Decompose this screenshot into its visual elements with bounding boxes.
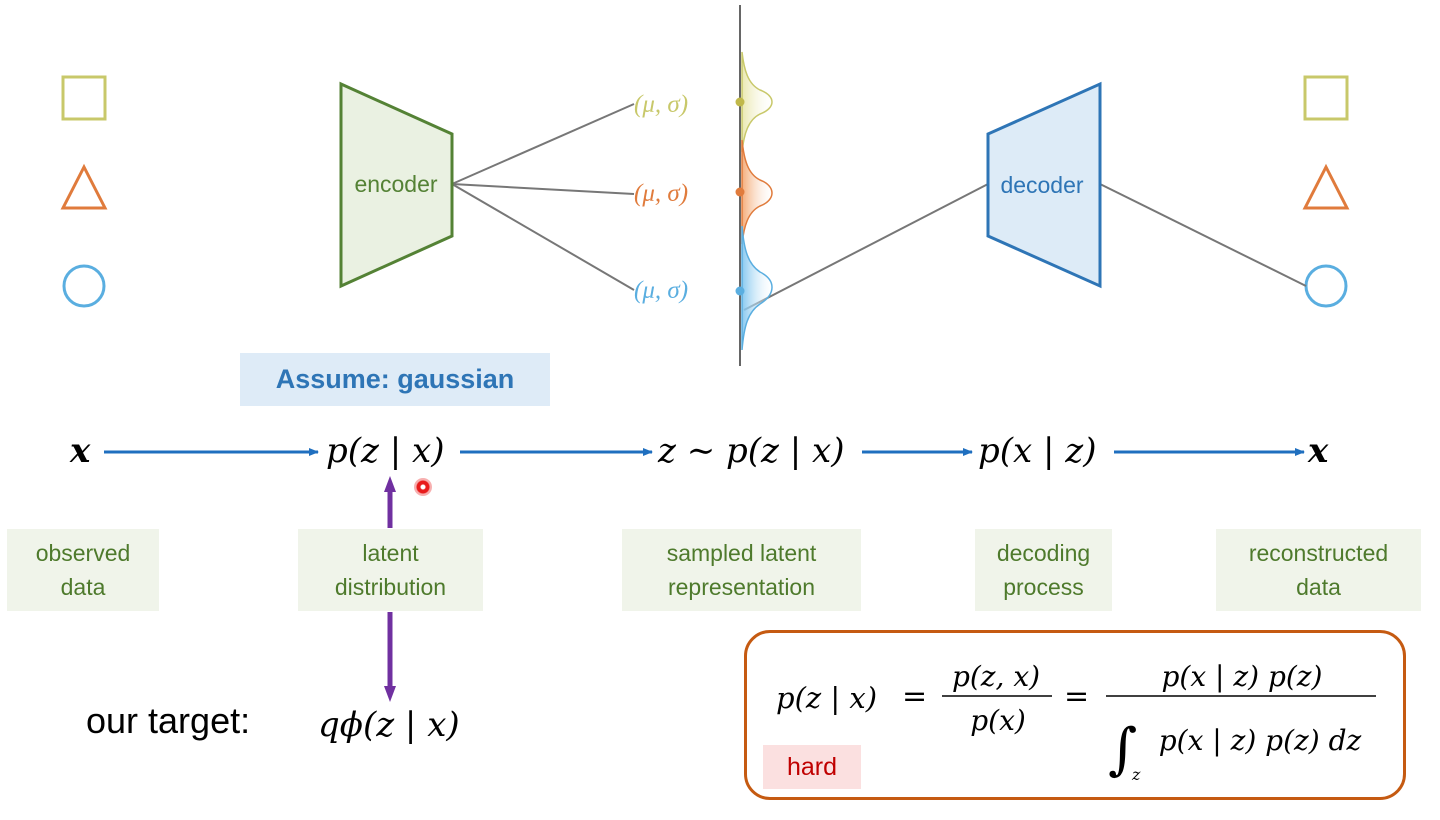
caption-decoding-process: decoding process	[975, 529, 1112, 611]
encoder-block	[339, 81, 454, 289]
formula-frac1-num: p(z, x)	[952, 660, 1040, 693]
caption-reconstructed-data: reconstructed data	[1216, 529, 1421, 611]
decoder-block	[986, 81, 1102, 289]
flow-posterior: p(z | x)	[326, 431, 444, 471]
caption-line: data	[60, 574, 106, 600]
square-icon	[61, 75, 107, 121]
formula-lhs: p(z | x)	[776, 681, 877, 715]
triangle-icon	[60, 163, 108, 210]
formula-frac2-den: p(x | z) p(z) dz	[1159, 724, 1362, 757]
circle-icon	[62, 264, 106, 308]
target-expression: qϕ(z | x)	[318, 705, 460, 745]
caption-line: distribution	[334, 574, 447, 600]
integral-sign: ∫	[1108, 717, 1137, 782]
gaussian-blue	[741, 225, 773, 351]
gaussian-yellow	[741, 51, 773, 153]
flow-sample: z ∼ p(z | x)	[657, 431, 844, 471]
mu-sigma-label-orange: (μ, σ)	[634, 180, 688, 207]
flow-x-output: x	[1307, 431, 1329, 471]
mean-dot-orange	[735, 187, 745, 197]
caption-sampled-latent: sampled latent representation	[622, 529, 861, 611]
formula-equals-1: =	[902, 679, 927, 714]
mean-dot-yellow	[735, 97, 745, 107]
caption-line: latent	[362, 540, 419, 566]
caption-observed-data: observed data	[7, 529, 159, 611]
encoder-label: encoder	[354, 171, 437, 197]
caption-line: sampled latent	[666, 540, 817, 566]
formula-frac2-num: p(x | z) p(z)	[1162, 660, 1323, 693]
flow-x-input: x	[69, 431, 91, 471]
caption-line: data	[1296, 574, 1341, 600]
caption-latent-distribution: latent distribution	[298, 529, 483, 611]
square-icon	[1303, 75, 1349, 121]
our-target-label: our target:	[86, 700, 251, 741]
bayes-formula-box	[744, 630, 1406, 800]
integral-variable: z	[1131, 765, 1141, 784]
caption-line: decoding	[996, 540, 1091, 566]
caption-line: process	[1003, 574, 1084, 600]
pointer-indicator	[414, 478, 432, 496]
mean-dot-blue	[735, 286, 745, 296]
mu-sigma-label-yellow: (μ, σ)	[634, 91, 688, 118]
flow-likelihood: p(x | z)	[978, 431, 1096, 471]
caption-line: representation	[667, 574, 816, 600]
decoder-label: decoder	[1000, 172, 1083, 198]
caption-line: reconstructed	[1248, 540, 1389, 566]
circle-icon	[1304, 264, 1348, 308]
caption-line: observed	[35, 540, 131, 566]
assume-gaussian-label: Assume: gaussian	[240, 353, 550, 406]
triangle-icon	[1302, 163, 1350, 210]
hard-badge: hard	[763, 745, 861, 789]
formula-frac1-den: p(x)	[970, 704, 1026, 737]
formula-equals-2: =	[1064, 679, 1089, 714]
gaussian-orange	[741, 139, 773, 245]
mu-sigma-label-blue: (μ, σ)	[634, 277, 688, 304]
